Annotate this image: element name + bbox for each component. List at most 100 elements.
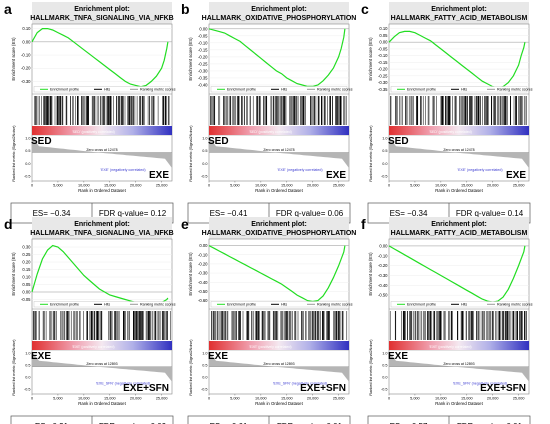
rank-tick-label: 1.0 [25, 352, 30, 356]
x-tick-label: 20,000 [130, 184, 142, 188]
legend-label-profile: Enrichment profile [407, 88, 436, 92]
heat-pos-label: 'EXE' (positively correlated) [72, 345, 115, 349]
y-tick-label: 0.10 [379, 26, 388, 31]
y-tick-label: 0.00 [379, 243, 388, 248]
es-value: ES= −0.41 [210, 209, 248, 218]
rank-tick-label: -0.5 [201, 175, 208, 179]
y-tick-label: -0.10 [378, 253, 388, 258]
title-strip [389, 217, 529, 239]
y-tick-label: -0.05 [198, 33, 208, 38]
right-group-label: EXE+SFN [300, 383, 346, 394]
x-tick-label: 25,000 [156, 184, 168, 188]
x-tick-label: 5,000 [230, 184, 240, 188]
y-tick-label: -0.35 [198, 75, 208, 80]
rank-tick-label: 1.0 [382, 137, 387, 141]
heat-strip [209, 126, 349, 135]
legend-label-metric: Ranking metric scores [497, 303, 533, 307]
rank-tick-label: 0.5 [25, 149, 30, 153]
left-group-label: SED [208, 136, 229, 147]
x-tick-label: 15,000 [461, 397, 473, 401]
fdr-value: FDR q-value= 0.09 [99, 422, 167, 424]
title-strip [32, 2, 172, 24]
y-tick-label: 0.05 [379, 33, 388, 38]
rank-tick-label: 1.0 [202, 352, 207, 356]
rank-tick-label: 0.0 [25, 162, 30, 166]
rank-axis-label: Ranked list metric (Signal2Noise) [189, 125, 193, 182]
left-group-label: EXE [31, 351, 51, 362]
right-group-label: EXE+SFN [480, 383, 526, 394]
left-group-label: SED [31, 136, 52, 147]
x-tick-label: 5,000 [53, 397, 63, 401]
es-axis-label: Enrichment score (ES) [11, 252, 16, 296]
rank-tick-label: -0.5 [24, 175, 31, 179]
x-tick-label: 15,000 [461, 184, 473, 188]
rank-tick-label: 0.0 [382, 376, 387, 380]
x-tick-label: 5,000 [410, 184, 420, 188]
plot-title-line1: Enrichment plot: [431, 221, 487, 228]
es-value: ES= −0.34 [390, 209, 428, 218]
zero-cross-label: Zero cross at 12478 [443, 148, 474, 152]
es-axis-label: Enrichment score (ES) [368, 252, 373, 296]
legend-label-profile: Enrichment profile [227, 303, 256, 307]
heat-strip [209, 341, 349, 350]
x-tick-label: 5,000 [410, 397, 420, 401]
x-tick-label: 20,000 [130, 397, 142, 401]
panel-letter: d [4, 216, 13, 232]
rank-axis-label: Ranked list metric (Signal2Noise) [369, 339, 373, 396]
y-tick-label: -0.40 [198, 280, 208, 285]
rank-tick-label: 1.0 [382, 352, 387, 356]
plot-title-line1: Enrichment plot: [251, 6, 307, 13]
heat-neg-label: 'EXE_SFN' (negatively correlated) [96, 381, 150, 385]
y-tick-label: 0.00 [22, 290, 31, 295]
rank-tick-label: 0.5 [202, 149, 207, 153]
x-tick-label: 10,000 [78, 397, 90, 401]
legend-label-hits: Hits [104, 303, 110, 307]
zero-cross-label: Zero cross at 12893 [263, 362, 294, 366]
x-tick-label: 0 [208, 397, 210, 401]
x-tick-label: 15,000 [104, 397, 116, 401]
fdr-value: FDR q-value= 0.12 [99, 209, 167, 218]
zero-cross-label: Zero cross at 12478 [86, 148, 117, 152]
legend-label-hits: Hits [461, 303, 467, 307]
plot-title-line1: Enrichment plot: [251, 221, 307, 228]
title-strip [209, 217, 349, 239]
y-tick-label: 0.00 [22, 39, 31, 44]
y-tick-label: -0.05 [21, 297, 31, 302]
rank-axis-label: Ranked list metric (Signal2Noise) [369, 125, 373, 182]
legend-label-hits: Hits [461, 88, 467, 92]
heat-pos-label: 'SED' (positively correlated) [72, 130, 115, 134]
rank-tick-label: 0.0 [25, 376, 30, 380]
plot-title-line2: HALLMARK_FATTY_ACID_METABOLISM [391, 230, 528, 237]
y-tick-label: -0.60 [198, 298, 208, 303]
heat-neg-label: 'EXE' (negatively correlated) [457, 168, 502, 172]
plot-title-line1: Enrichment plot: [74, 6, 130, 13]
es-axis-label: Enrichment score (ES) [368, 37, 373, 81]
panel-a: a Enrichment plot: HALLMARK_TNFA_SIGNALING… [4, 1, 176, 224]
enrichment-profile-line [31, 28, 169, 88]
plot-title-line2: HALLMARK_OXIDATIVE_PHOSPHORYLATION [202, 15, 357, 22]
y-tick-label: -0.30 [198, 68, 208, 73]
y-tick-label: 0.20 [22, 260, 31, 265]
legend-label-metric: Ranking metric scores [317, 303, 353, 307]
enrichment-profile-line [208, 28, 346, 88]
es-value: ES= −0.34 [33, 209, 71, 218]
y-tick-label: 0.00 [379, 40, 388, 45]
y-tick-label: 0.30 [22, 245, 31, 250]
heat-pos-label: 'EXE' (positively correlated) [249, 345, 292, 349]
right-group-label: EXE+SFN [123, 383, 169, 394]
panel-letter: c [361, 1, 369, 17]
panel-f: f Enrichment plot: HALLMARK_FATTY_ACID_MET… [361, 216, 533, 424]
x-tick-label: 0 [31, 397, 33, 401]
x-tick-label: 10,000 [255, 184, 267, 188]
y-tick-label: -0.25 [198, 61, 208, 66]
y-tick-label: -0.25 [378, 73, 388, 78]
y-tick-label: -0.20 [21, 66, 31, 71]
left-group-label: SED [388, 136, 409, 147]
rank-tick-label: 0.5 [382, 149, 387, 153]
y-tick-label: -0.10 [21, 53, 31, 58]
heat-neg-label: 'EXE_SFN' (negatively correlated) [453, 381, 507, 385]
panel-letter: a [4, 1, 12, 17]
legend-label-metric: Ranking metric scores [497, 88, 533, 92]
es-value: ES= −0.57 [390, 422, 428, 424]
x-tick-label: 0 [208, 184, 210, 188]
